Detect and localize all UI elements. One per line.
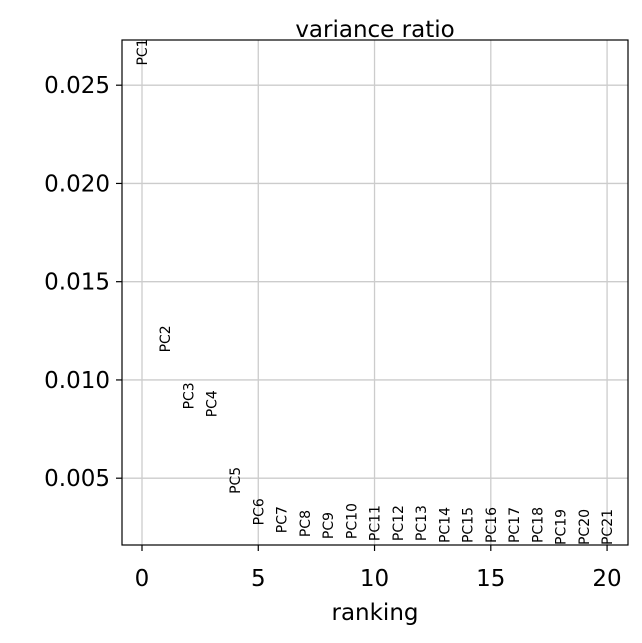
pc-label: PC4 — [205, 390, 221, 417]
pc-label: PC18 — [530, 507, 546, 543]
x-tick-label: 0 — [135, 566, 150, 592]
x-tick-label: 10 — [360, 566, 389, 592]
pc-label: PC3 — [182, 382, 198, 409]
y-tick-label: 0.005 — [44, 466, 110, 492]
pc-label: PC19 — [554, 509, 570, 545]
pc-label: PC21 — [600, 509, 616, 545]
pc-label: PC10 — [344, 503, 360, 539]
pc-label: PC8 — [298, 510, 314, 537]
y-tick-label: 0.025 — [44, 73, 110, 99]
pc-label: PC15 — [461, 507, 477, 543]
pc-label: PC9 — [321, 512, 337, 539]
x-tick-label: 15 — [476, 566, 505, 592]
pc-label: PC1 — [135, 38, 151, 65]
x-axis-label: ranking — [331, 600, 418, 626]
pc-label: PC16 — [484, 507, 500, 543]
chart-title: variance ratio — [295, 17, 454, 43]
pc-label: PC5 — [228, 467, 244, 494]
pc-label: PC17 — [507, 507, 523, 543]
pc-label: PC7 — [275, 506, 291, 533]
pc-label: PC6 — [251, 498, 267, 525]
x-tick-label: 20 — [592, 566, 621, 592]
pc-label: PC11 — [368, 505, 384, 541]
pc-label: PC13 — [414, 505, 430, 541]
y-tick-label: 0.015 — [44, 270, 110, 296]
y-tick-label: 0.020 — [44, 171, 110, 197]
y-tick-label: 0.010 — [44, 368, 110, 394]
plot-frame — [121, 39, 629, 546]
pc-label: PC2 — [158, 325, 174, 352]
x-tick-label: 5 — [251, 566, 266, 592]
pc-label: PC20 — [577, 509, 593, 545]
pc-label: PC14 — [437, 507, 453, 543]
pc-label: PC12 — [391, 505, 407, 541]
